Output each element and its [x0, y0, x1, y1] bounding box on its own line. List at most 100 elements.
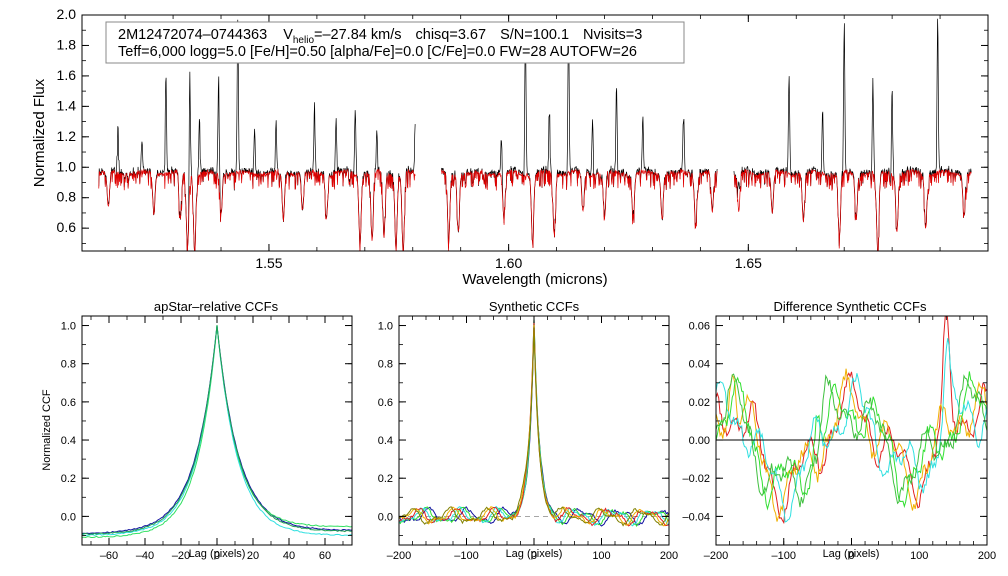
spectrum-ytick-label: 1.8 — [57, 36, 77, 52]
synthetic-ccf-ytick-label: 0.2 — [378, 473, 393, 485]
difference-ccf-ytick-label: 0.00 — [689, 435, 710, 447]
difference-ccf-title: Difference Synthetic CCFs — [774, 299, 927, 314]
vhelio-value: =–27.84 km/s — [314, 27, 401, 43]
difference-ccf-xtick-label: 100 — [910, 550, 928, 562]
spectrum-ytick-label: 1.2 — [57, 128, 77, 144]
difference-ccf-line-1 — [716, 316, 987, 525]
synthetic-ccf-xtick-label: 100 — [592, 550, 610, 562]
apstar-ccf-xtick-label: –20 — [172, 550, 190, 562]
apstar-ccf-line-4 — [82, 325, 352, 536]
spectrum-model-chip-1 — [98, 168, 416, 251]
spectrum-ytick-label: 2.0 — [57, 6, 77, 22]
apstar-ccf-panel: apStar–relative CCFs –60 –40 –20 0 20 40 60 0.0… — [41, 299, 353, 562]
synthetic-ccf-xtick-label: –100 — [454, 550, 478, 562]
synthetic-ccf-ytick-label: 0.0 — [378, 511, 393, 523]
apstar-ccf-ytick-label: 0.2 — [61, 473, 76, 485]
difference-ccf-line-4 — [716, 338, 987, 523]
spectrum-info-box: 2M12472074–0744363 Vhelio=–27.84 km/s ch… — [105, 21, 685, 64]
difference-ccf-xlabel: Lag (pixels) — [823, 548, 880, 560]
synthetic-ccf-xtick-label: 200 — [660, 550, 678, 562]
spectrum-ytick-label: 0.8 — [57, 189, 77, 205]
difference-ccf-curves — [716, 316, 987, 525]
synthetic-ccf-xtick-label: 0 — [531, 550, 537, 562]
spectrum-xlabel: Wavelength (microns) — [462, 271, 607, 288]
spectrum-curves — [98, 18, 972, 251]
difference-ccf-ytick-label: –0.04 — [682, 511, 710, 523]
synthetic-ccf-ytick-label: 0.8 — [378, 359, 393, 371]
synthetic-ccf-line-5 — [399, 325, 669, 527]
spectrum-xtick-label: 1.55 — [255, 255, 282, 271]
info-line-1: 2M12472074–0744363 Vhelio=–27.84 km/s ch… — [118, 27, 642, 46]
apstar-ccf-ylabel: Normalized CCF — [41, 389, 53, 471]
synthetic-ccf-line-2 — [399, 318, 669, 528]
apstar-ccf-ytick-label: 0.8 — [61, 359, 76, 371]
apstar-ccf-frame — [81, 315, 353, 546]
apstar-ccf-ticks: –60 –40 –20 0 20 40 60 0.0 0.2 0.4 0.6 0.8 1.0 — [61, 316, 352, 562]
synthetic-ccf-xtick-label: –200 — [387, 550, 411, 562]
synthetic-ccf-ytick-label: 0.6 — [378, 397, 393, 409]
info-line-2: Teff=6,000 logg=5.0 [Fe/H]=0.50 [alpha/F… — [118, 44, 637, 60]
difference-ccf-ticks: –200 –100 0 100 200 –0.04 –0.02 0.00 0.02 0.04 0.0… — [682, 316, 996, 562]
difference-ccf-xtick-label: 0 — [848, 550, 854, 562]
info-box-frame — [105, 21, 685, 64]
spectrum-ytick-label: 1.0 — [57, 158, 77, 174]
difference-ccf-ytick-label: 0.06 — [689, 321, 710, 333]
apstar-ccf-title: apStar–relative CCFs — [154, 299, 279, 314]
difference-ccf-ytick-label: 0.02 — [689, 397, 710, 409]
synthetic-ccf-line-3 — [399, 318, 669, 527]
difference-ccf-panel: Difference Synthetic CCFs –200 –100 0 100 20… — [682, 299, 996, 562]
apstar-ccf-xtick-label: –40 — [136, 550, 154, 562]
apstar-ccf-xtick-label: –60 — [100, 550, 118, 562]
vhelio-label: V — [283, 27, 293, 43]
chisq-value: chisq=3.67 — [416, 27, 487, 43]
nvisits-value: Nvisits=3 — [583, 27, 642, 43]
difference-ccf-xtick-label: 200 — [978, 550, 996, 562]
synthetic-ccf-frame — [398, 315, 670, 546]
vhelio-subscript: helio — [293, 35, 315, 46]
synthetic-ccf-panel: Synthetic CCFs –200 –100 0 100 200 0.0 0.2 0.4 0… — [378, 299, 678, 562]
apstar-ccf-xtick-label: 20 — [247, 550, 259, 562]
apstar-ccf-ytick-label: 1.0 — [61, 321, 76, 333]
difference-ccf-xtick-label: –100 — [772, 550, 796, 562]
synthetic-ccf-curves — [399, 318, 669, 528]
apstar-ccf-curves — [82, 325, 352, 538]
spectrum-observed-chip-3 — [733, 18, 972, 251]
apstar-ccf-line-2 — [82, 325, 352, 538]
snr-value: S/N=100.1 — [500, 27, 569, 43]
apstar-ccf-ytick-label: 0.0 — [61, 511, 76, 523]
synthetic-ccf-title: Synthetic CCFs — [489, 299, 580, 314]
difference-ccf-line-2 — [716, 368, 987, 522]
spectrum-ticks: 1.55 1.60 1.65 0.6 0.8 1.0 1.2 1.4 1.6 1.8 2.0 — [57, 6, 989, 271]
apstar-ccf-ytick-label: 0.4 — [61, 435, 76, 447]
difference-ccf-ytick-label: 0.04 — [689, 359, 710, 371]
apstar-ccf-xtick-label: 60 — [319, 550, 331, 562]
difference-ccf-line-5 — [716, 373, 987, 508]
apstar-ccf-ytick-label: 0.6 — [61, 397, 76, 409]
apstar-ccf-xtick-label: 0 — [214, 550, 220, 562]
apstar-ccf-line-1 — [82, 325, 352, 535]
spectrum-xtick-label: 1.60 — [495, 255, 522, 271]
difference-ccf-line-3 — [716, 371, 987, 511]
difference-ccf-xtick-label: –200 — [704, 550, 728, 562]
spectrum-frame — [81, 14, 989, 252]
synthetic-ccf-ticks: –200 –100 0 100 200 0.0 0.2 0.4 0.6 0.8 1.0 — [378, 316, 678, 562]
synthetic-ccf-line-6 — [399, 327, 669, 527]
spectrum-xtick-label: 1.65 — [735, 255, 762, 271]
spectrum-model-chip-3 — [733, 168, 972, 251]
spectrum-ytick-label: 0.6 — [57, 219, 77, 235]
difference-ccf-ytick-label: –0.02 — [682, 473, 710, 485]
star-id: 2M12472074–0744363 — [118, 27, 267, 43]
synthetic-ccf-ytick-label: 1.0 — [378, 321, 393, 333]
synthetic-ccf-xlabel: Lag (pixels) — [506, 548, 563, 560]
synthetic-ccf-line-4 — [399, 319, 669, 527]
synthetic-ccf-line-1 — [399, 325, 669, 527]
spectrum-ytick-label: 1.6 — [57, 67, 77, 83]
spectrum-model-chip-2 — [441, 168, 718, 251]
apstar-ccf-xtick-label: 40 — [283, 550, 295, 562]
apstar-ccf-xlabel: Lag (pixels) — [189, 548, 246, 560]
spectrum-ylabel: Normalized Flux — [31, 78, 48, 187]
synthetic-ccf-ytick-label: 0.4 — [378, 435, 393, 447]
spectrum-ytick-label: 1.4 — [57, 97, 77, 113]
spectrum-panel: 1.55 1.60 1.65 0.6 0.8 1.0 1.2 1.4 1.6 1.8 2.0 2M1… — [31, 6, 989, 288]
